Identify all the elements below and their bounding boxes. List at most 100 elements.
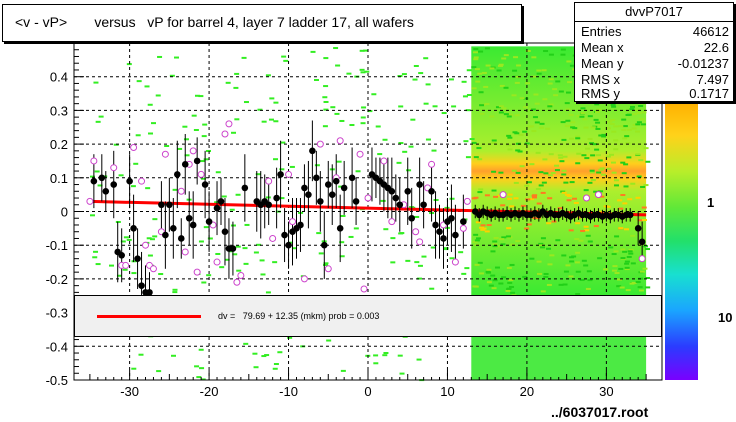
scatter-cell <box>242 247 248 250</box>
scatter-cell <box>486 281 492 284</box>
scatter-cell <box>625 289 631 292</box>
stats-key: RMS x <box>581 72 620 87</box>
scatter-cell <box>503 113 509 116</box>
scatter-cell <box>418 72 424 75</box>
scatter-cell <box>123 236 129 239</box>
scatter-cell <box>543 50 549 53</box>
scatter-cell <box>525 49 531 52</box>
scatter-cell <box>182 125 188 128</box>
scatter-cell <box>310 50 316 53</box>
scatter-cell <box>620 161 626 164</box>
scatter-cell <box>201 281 207 284</box>
scatter-cell <box>113 143 119 146</box>
scatter-cell <box>156 370 162 373</box>
profile-point-filled <box>352 198 360 205</box>
scatter-cell <box>614 235 620 238</box>
scatter-cell <box>464 267 470 270</box>
scatter-cell <box>613 148 619 151</box>
scatter-cell <box>644 248 650 251</box>
scatter-cell <box>636 175 642 178</box>
scatter-cell <box>525 198 531 201</box>
scatter-cell <box>536 69 542 72</box>
scatter-cell <box>522 130 528 133</box>
scatter-cell <box>620 194 626 197</box>
scatter-cell <box>584 229 590 232</box>
scatter-cell <box>507 281 513 284</box>
scatter-cell <box>540 191 546 194</box>
scatter-cell <box>513 197 519 200</box>
scatter-cell <box>421 255 427 258</box>
scatter-cell <box>473 48 479 51</box>
scatter-cell <box>477 191 483 194</box>
scatter-cell <box>501 276 507 279</box>
scatter-cell <box>580 229 586 232</box>
scatter-cell <box>158 273 164 276</box>
scatter-cell <box>509 205 515 208</box>
scatter-cell <box>515 149 521 152</box>
scatter-cell <box>215 252 221 255</box>
profile-point-filled <box>336 225 344 232</box>
scatter-cell <box>613 139 619 142</box>
chart-title: <v - vP> versus vP for barrel 4, layer 7… <box>15 14 414 30</box>
profile-point-open <box>416 238 424 246</box>
scatter-cell <box>498 111 504 114</box>
profile-point-filled <box>448 214 455 222</box>
scatter-cell <box>169 74 175 77</box>
scatter-cell <box>574 238 580 241</box>
scatter-cell <box>628 252 634 255</box>
scatter-cell <box>643 147 649 150</box>
profile-point-filled <box>118 252 125 259</box>
colorbar-scale <box>665 102 698 380</box>
scatter-cell <box>200 177 206 180</box>
scatter-cell <box>272 261 278 264</box>
scatter-cell <box>589 169 595 172</box>
scatter-cell <box>622 250 628 253</box>
scatter-cell <box>514 81 520 84</box>
profile-point-filled <box>340 184 348 192</box>
scatter-cell <box>335 64 341 67</box>
profile-point-open <box>265 177 273 185</box>
scatter-cell <box>148 132 154 135</box>
scatter-cell <box>492 240 498 243</box>
scatter-cell <box>364 70 370 73</box>
scatter-cell <box>512 131 518 134</box>
profile-point-filled <box>110 181 118 188</box>
scatter-cell <box>545 127 551 130</box>
scatter-cell <box>585 287 591 290</box>
scatter-cell <box>559 160 565 163</box>
profile-point-filled <box>126 177 133 185</box>
scatter-cell <box>399 372 405 375</box>
scatter-cell <box>511 94 517 97</box>
scatter-cell <box>200 160 206 163</box>
scatter-cell <box>396 161 402 164</box>
scatter-cell <box>631 127 637 130</box>
scatter-cell <box>348 235 354 238</box>
scatter-cell <box>375 125 381 128</box>
scatter-cell <box>507 136 513 139</box>
scatter-cell <box>503 86 509 89</box>
scatter-cell <box>382 138 388 141</box>
scatter-cell <box>397 354 403 357</box>
scatter-cell <box>587 115 593 118</box>
scatter-cell <box>425 138 431 141</box>
scatter-cell <box>509 263 515 266</box>
profile-point-filled <box>309 147 316 155</box>
scatter-cell <box>596 154 602 157</box>
scatter-cell <box>184 154 190 157</box>
scatter-cell <box>523 97 529 100</box>
scatter-cell <box>558 283 564 286</box>
scatter-cell <box>626 113 632 116</box>
scatter-cell <box>451 105 457 108</box>
scatter-cell <box>616 285 622 288</box>
profile-point-open <box>380 157 388 165</box>
scatter-cell <box>641 111 647 114</box>
scatter-dense-band-lower <box>471 336 647 380</box>
scatter-cell <box>377 153 383 156</box>
scatter-cell <box>621 172 627 175</box>
scatter-cell <box>580 107 586 110</box>
scatter-cell <box>516 64 522 67</box>
profile-point-filled <box>324 181 332 188</box>
scatter-cell <box>598 190 604 193</box>
scatter-cell <box>383 228 389 231</box>
profile-point-filled <box>408 214 416 222</box>
